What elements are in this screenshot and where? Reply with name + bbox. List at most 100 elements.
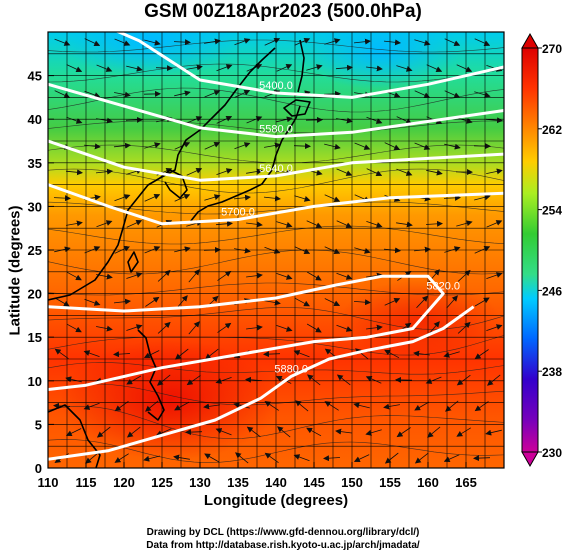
- x-tick-label: 160: [417, 475, 439, 490]
- wind-arrow: [366, 65, 383, 72]
- wind-arrow: [114, 91, 131, 98]
- wind-arrow: [354, 142, 371, 150]
- wind-arrow: [84, 90, 101, 98]
- wind-arrow: [487, 374, 501, 386]
- wind-arrow: [457, 269, 471, 282]
- wind-arrow: [126, 65, 143, 72]
- wind-arrow: [157, 321, 171, 334]
- wind-arrow: [276, 116, 293, 123]
- wind-arrow: [426, 64, 443, 72]
- wind-arrow: [246, 272, 263, 279]
- wind-arrow: [324, 298, 341, 307]
- x-tick-label: 135: [227, 475, 249, 490]
- wind-arrow: [126, 375, 142, 385]
- wind-arrow: [176, 295, 188, 309]
- wind-arrow: [96, 220, 113, 228]
- wind-arrow: [355, 348, 369, 360]
- height-contours: 5400.0 5580.0 5640.0 5700.0 5820.0 5880.0: [48, 32, 504, 461]
- wind-arrow: [126, 324, 143, 331]
- wind-arrow: [113, 351, 131, 358]
- wind-arrow: [428, 321, 440, 335]
- wind-arrow: [204, 142, 221, 150]
- wind-arrow: [155, 65, 173, 72]
- wind-arrow: [365, 429, 382, 436]
- chart-title: GSM 00Z18Apr2023 (500.0hPa): [144, 1, 422, 22]
- wind-arrow: [414, 90, 431, 98]
- contour-label: 5820.0: [426, 281, 460, 293]
- wind-arrow: [474, 38, 491, 46]
- wind-arrow: [174, 194, 191, 202]
- wind-arrow: [413, 350, 430, 357]
- wind-arrow: [323, 455, 341, 462]
- wind-arrow: [336, 272, 353, 280]
- x-tick-label: 150: [341, 475, 363, 490]
- wind-arrow: [335, 64, 353, 71]
- colorbar-body: [521, 47, 539, 453]
- contour-label: 5580.0: [259, 124, 293, 136]
- wind-arrow: [414, 401, 430, 411]
- coastline-taiwan: [127, 251, 139, 273]
- colorbar-tick-label: 254: [542, 204, 562, 218]
- wind-arrow: [188, 321, 200, 335]
- colorbar-top-arrow: [521, 32, 539, 49]
- y-axis-ticks: 0 5 10 15 20 25 30 35 40 45: [28, 69, 54, 476]
- wind-arrow: [246, 221, 263, 228]
- x-tick-label: 110: [38, 475, 59, 490]
- wind-arrow: [204, 348, 219, 360]
- x-tick-label: 120: [113, 475, 135, 490]
- wind-arrow: [366, 116, 383, 124]
- wind-arrow: [485, 117, 503, 124]
- x-tick-label: 115: [76, 475, 97, 490]
- wind-arrow: [324, 401, 339, 411]
- wind-arrow: [473, 455, 491, 462]
- wind-arrow: [263, 351, 281, 358]
- wind-arrow: [155, 428, 172, 436]
- wind-arrow: [234, 89, 251, 98]
- wind-arrow: [486, 272, 503, 279]
- wind-arrow: [335, 428, 352, 435]
- y-tick-label: 35: [28, 156, 42, 171]
- contour-label: 5700.0: [221, 206, 255, 218]
- wind-arrow: [276, 221, 293, 228]
- wind-arrow: [277, 426, 291, 438]
- contour-line: [48, 82, 504, 139]
- wind-arrow: [414, 452, 429, 464]
- wind-arrow: [174, 348, 189, 360]
- x-tick-label: 130: [189, 475, 211, 490]
- wind-arrow: [217, 322, 232, 333]
- wind-arrow: [276, 273, 293, 280]
- wind-arrow: [264, 299, 281, 306]
- wind-arrow: [486, 168, 503, 175]
- wind-arrow: [353, 299, 371, 306]
- wind-arrow: [54, 348, 69, 360]
- wind-arrow: [234, 142, 251, 150]
- x-axis-label: Longitude (degrees): [203, 492, 349, 509]
- wind-arrow: [323, 90, 341, 97]
- wind-arrow: [324, 194, 341, 202]
- wind-arrow: [144, 142, 161, 149]
- x-tick-label: 155: [379, 475, 401, 490]
- wind-arrow: [246, 168, 263, 175]
- wind-arrow: [474, 91, 491, 98]
- wind-arrow: [144, 39, 161, 46]
- wind-arrow: [264, 401, 279, 411]
- wind-arrow: [353, 454, 370, 462]
- wind-arrow: [83, 350, 100, 357]
- y-tick-label: 5: [35, 417, 42, 432]
- wind-arrow: [457, 321, 471, 334]
- wind-arrow: [384, 298, 401, 306]
- wind-arrow: [293, 454, 310, 462]
- contour-line: [48, 274, 445, 391]
- x-tick-label: 145: [303, 475, 325, 490]
- wind-arrow: [486, 324, 503, 331]
- wind-arrow: [293, 143, 311, 150]
- wind-arrow: [186, 168, 203, 176]
- colorbar: 270 262 254 246 238 230: [521, 32, 562, 468]
- colorbar-tick-label: 270: [542, 42, 562, 56]
- wind-arrow: [125, 116, 143, 123]
- contour-line: [48, 305, 475, 461]
- wind-arrow: [353, 38, 371, 45]
- coastline-philippines: [137, 329, 165, 421]
- wind-arrow: [114, 453, 129, 463]
- wind-arrow: [203, 403, 220, 410]
